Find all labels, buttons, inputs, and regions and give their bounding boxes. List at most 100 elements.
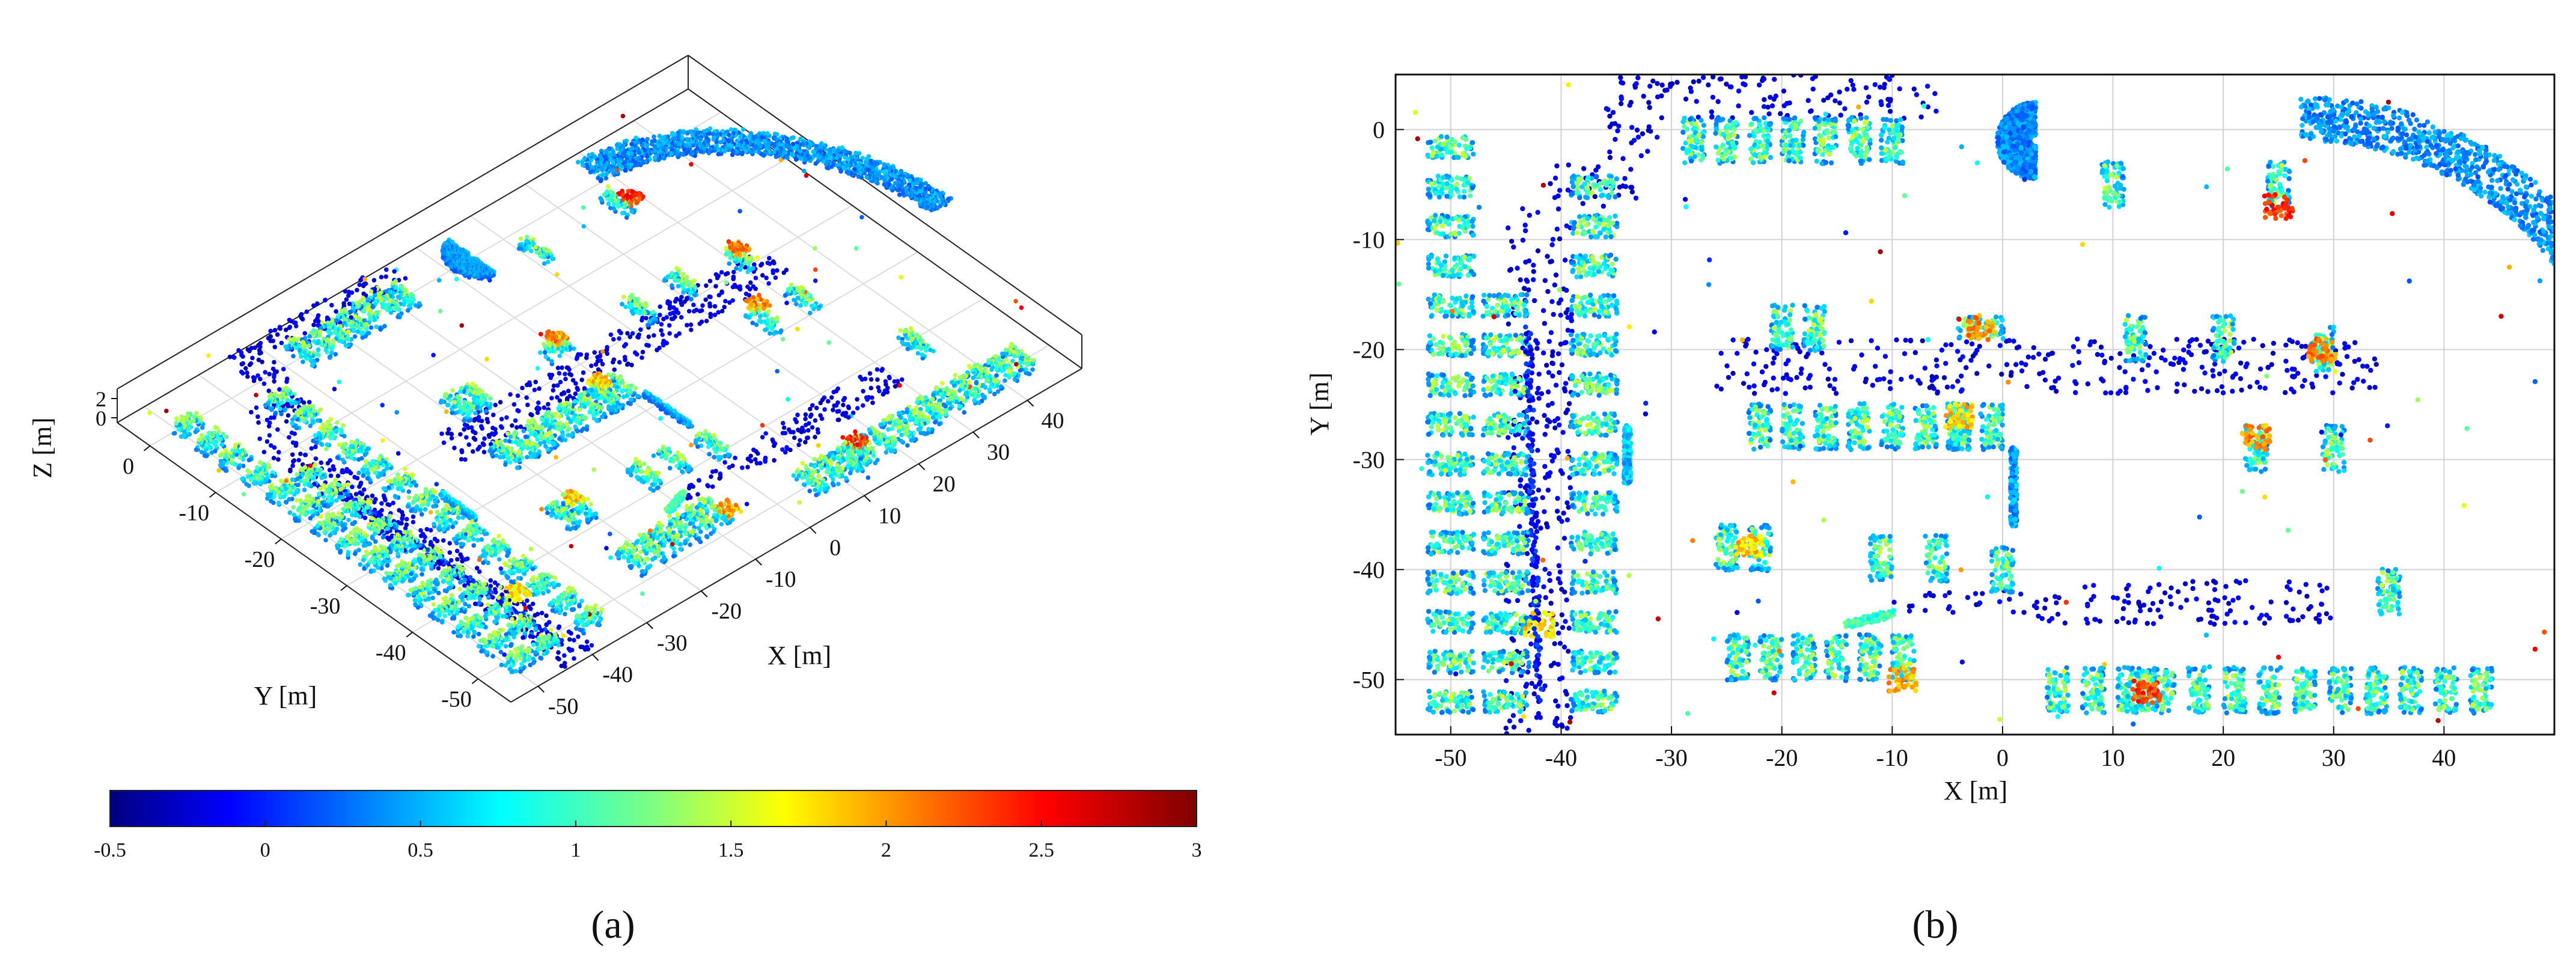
panel-a-point xyxy=(899,377,905,382)
panel-a-point xyxy=(570,378,576,383)
panel-a-point xyxy=(921,402,926,407)
panel-a-point xyxy=(621,295,626,299)
panel-a-point xyxy=(908,418,912,423)
panel-a-point xyxy=(899,275,903,280)
panel-a-point xyxy=(667,513,672,519)
panel-a-point xyxy=(864,395,869,400)
panel-a-point xyxy=(581,205,586,210)
panel-a-box-edge xyxy=(510,368,1082,703)
panel-a-point xyxy=(696,525,701,531)
panel-a-point xyxy=(1003,373,1008,378)
panel-a-point xyxy=(563,376,568,382)
panel-a-point xyxy=(626,469,630,475)
panel-a-point xyxy=(596,367,601,372)
panel-a-point xyxy=(611,359,615,365)
panel-a-point xyxy=(697,321,703,326)
panel-a-point xyxy=(804,463,808,469)
panel-a-point xyxy=(681,290,686,295)
panel-a-point xyxy=(812,457,817,462)
panel-a-point xyxy=(606,406,611,411)
panel-a-point xyxy=(915,350,921,356)
panel-a-point xyxy=(572,399,578,404)
panel-a-point xyxy=(860,156,865,160)
panel-a-point xyxy=(829,395,834,400)
panel-a-point xyxy=(768,331,772,336)
panel-a-point xyxy=(652,333,656,338)
panel-a-point xyxy=(694,505,700,510)
panel-a-point xyxy=(627,305,632,310)
panel-a-point xyxy=(733,503,739,507)
panel-a-point xyxy=(745,465,750,469)
panel-a-point xyxy=(751,447,756,453)
panel-a-point xyxy=(780,421,786,426)
panel-a-point xyxy=(918,189,923,194)
panel-a-point xyxy=(582,386,587,391)
panel-a-point xyxy=(731,269,736,275)
panel-a-point xyxy=(679,315,684,320)
panel-a-point xyxy=(882,182,887,187)
panel-a-point xyxy=(740,127,746,132)
panel-a-box-edge xyxy=(688,88,1082,369)
panel-a-point xyxy=(585,517,590,522)
panel-a-point xyxy=(712,446,717,451)
panel-a-point xyxy=(593,362,599,367)
panel-a-point xyxy=(841,402,846,408)
panel-a-point xyxy=(688,521,693,527)
panel-a-point xyxy=(813,435,817,439)
panel-a-point xyxy=(716,454,721,460)
panel-a-point xyxy=(892,379,897,384)
panel-a-point xyxy=(694,433,699,438)
panel-a-point xyxy=(822,407,827,412)
panel-a-point xyxy=(984,378,989,384)
panel-a-point xyxy=(658,304,663,309)
panel-a-point xyxy=(673,299,678,304)
panel-a-point xyxy=(974,381,979,386)
panel-a-point xyxy=(763,459,768,464)
panel-a-point xyxy=(707,278,713,284)
panel-a-point xyxy=(1018,361,1022,365)
panel-a-point xyxy=(792,298,796,302)
panel-a-point xyxy=(760,273,765,278)
panel-a-point xyxy=(758,263,763,268)
panel-a-point xyxy=(674,333,679,338)
panel-a-point xyxy=(560,365,564,370)
panel-a-point xyxy=(629,308,634,314)
panel-a-point xyxy=(595,355,600,360)
panel-a-gridline-y xyxy=(412,298,984,633)
panel-a-point xyxy=(995,389,1001,394)
panel-a-point xyxy=(557,353,563,358)
panel-a-point xyxy=(1008,347,1013,352)
panel-a-point xyxy=(972,363,977,368)
panel-a-point xyxy=(659,322,664,327)
panel-a-point xyxy=(722,460,727,465)
panel-a-point xyxy=(1010,358,1015,364)
panel-a-point xyxy=(649,141,655,147)
panel-a-point xyxy=(722,454,727,459)
panel-a-point xyxy=(773,275,778,280)
panel-a-point xyxy=(764,275,769,281)
panel-a-point xyxy=(781,425,787,430)
panel-a-point xyxy=(938,194,942,199)
panel-a-point xyxy=(638,549,643,554)
panel-a-point xyxy=(937,421,942,427)
panel-a-point xyxy=(680,469,685,474)
panel-a-point xyxy=(934,415,939,420)
panel-a-point xyxy=(893,180,898,186)
panel-a-point xyxy=(926,184,931,189)
panel-a-point xyxy=(614,552,620,557)
panel-a-point xyxy=(695,492,700,497)
panel-a-point xyxy=(747,134,752,139)
panel-a-point xyxy=(686,308,692,314)
panel-a-point xyxy=(879,368,884,373)
panel-a-point xyxy=(744,501,749,507)
panel-a-point xyxy=(786,287,791,292)
panel-a-point xyxy=(811,149,816,154)
panel-a-point xyxy=(914,420,919,425)
panel-a-point xyxy=(606,201,611,206)
panel-a-point xyxy=(751,295,756,300)
panel-a-point xyxy=(836,482,841,486)
panel-a-box-edge xyxy=(117,55,689,390)
panel-a-point xyxy=(770,437,775,442)
panel-a-point xyxy=(709,531,713,536)
panel-a-point xyxy=(717,476,722,481)
